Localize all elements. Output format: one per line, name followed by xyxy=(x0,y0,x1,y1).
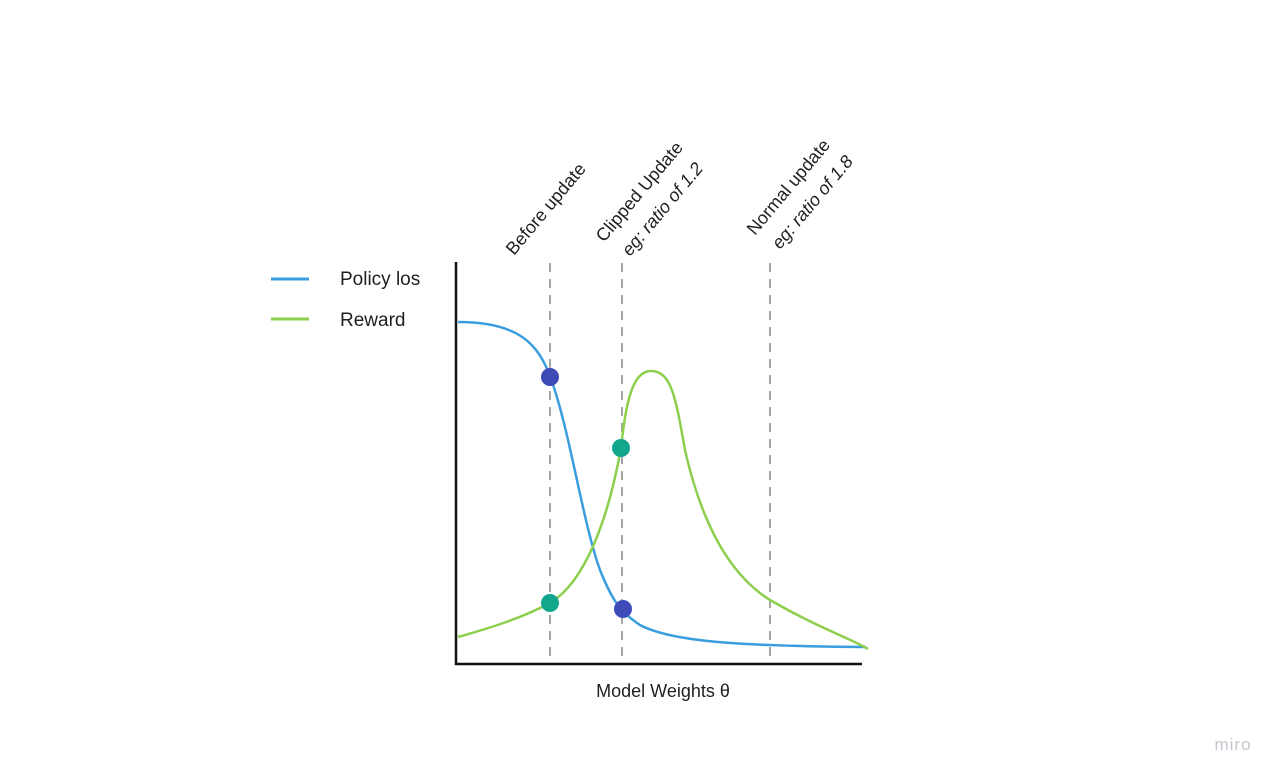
policy-loss-curve xyxy=(457,320,867,649)
point-reward-clipped-update xyxy=(612,439,630,457)
points xyxy=(541,368,632,618)
marker-label-before-update: Before update xyxy=(502,159,590,258)
marker-lines xyxy=(549,263,771,663)
point-policy-loss-before-update xyxy=(541,368,559,386)
legend: Policy los Reward xyxy=(271,269,420,331)
point-reward-before-update xyxy=(541,594,559,612)
curves xyxy=(457,320,869,651)
reward-curve xyxy=(457,369,869,651)
legend-label-reward: Reward xyxy=(340,310,405,331)
marker-labels: Before update Clipped Update eg: ratio o… xyxy=(502,135,857,259)
point-policy-loss-clipped-update xyxy=(614,600,632,618)
miro-watermark: miro xyxy=(1214,735,1251,754)
legend-label-policy-loss: Policy los xyxy=(340,269,420,290)
x-axis-label: Model Weights θ xyxy=(596,681,730,701)
axes xyxy=(454,262,862,666)
